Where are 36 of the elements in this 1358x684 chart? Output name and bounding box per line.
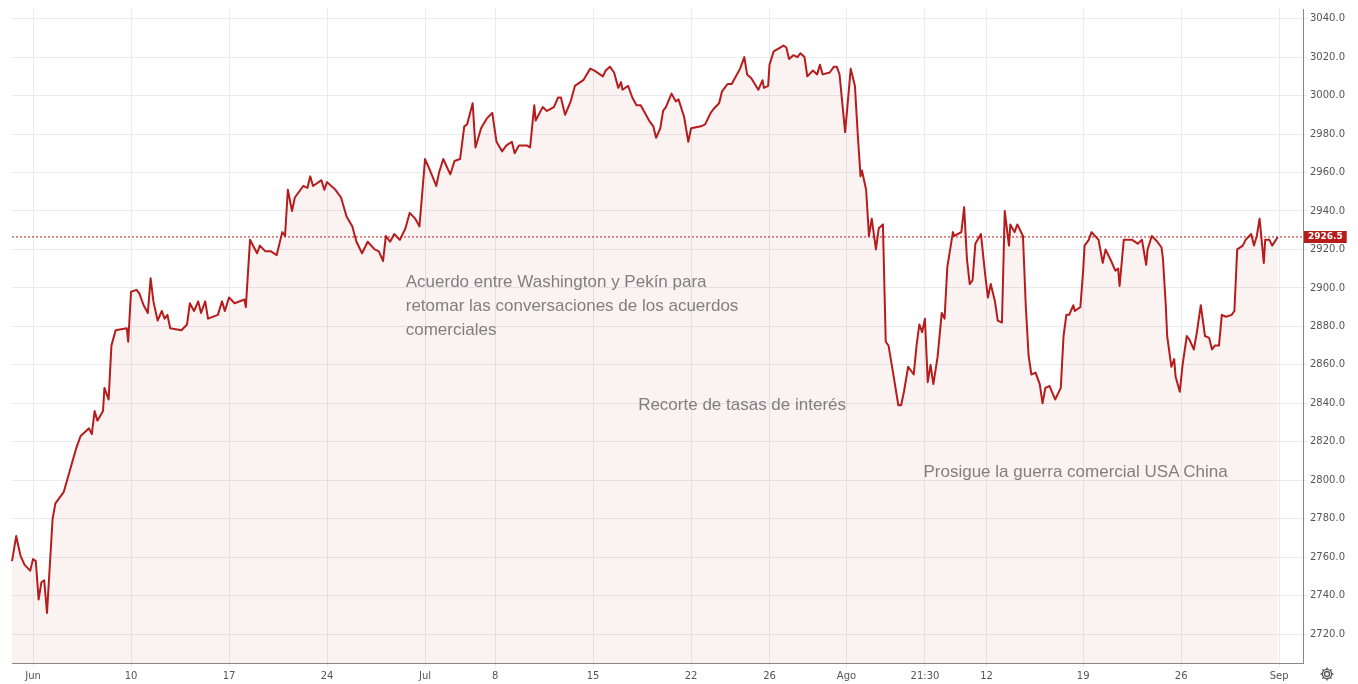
y-tick-label: 2920.0 (1310, 243, 1345, 255)
y-tick-label: 2740.0 (1310, 589, 1345, 601)
y-tick-label: 3020.0 (1310, 50, 1345, 62)
x-tick-label: 26 (1174, 669, 1188, 681)
y-tick-label: 2720.0 (1310, 627, 1345, 639)
x-tick-label: 26 (763, 669, 776, 681)
x-tick-label: Jul (418, 669, 432, 681)
annotation: Recorte de tasas de interés (638, 395, 847, 415)
x-tick-label: Jun (24, 669, 41, 681)
y-tick-label: 3040.0 (1310, 12, 1345, 24)
y-tick-label: 2820.0 (1310, 435, 1345, 447)
y-tick-label: 3000.0 (1310, 89, 1345, 101)
x-tick-label: Sep (1269, 669, 1289, 681)
x-tick-label: Ago (836, 669, 857, 681)
annotation: Prosigue la guerra comercial USA China (923, 462, 1229, 482)
y-tick-label: 2880.0 (1310, 319, 1345, 331)
x-tick-label: 15 (586, 669, 600, 681)
y-tick-label: 2900.0 (1310, 281, 1345, 293)
x-tick-label: 17 (222, 669, 236, 681)
y-tick-label: 2980.0 (1310, 127, 1345, 139)
x-tick-label: 8 (491, 669, 499, 681)
x-tick-label: 22 (684, 669, 698, 681)
y-tick-label: 2760.0 (1310, 550, 1345, 562)
x-tick-label: 24 (320, 669, 334, 681)
y-tick-label: 2860.0 (1310, 358, 1345, 370)
x-tick-label: 21:30 (910, 669, 940, 681)
x-tick-label: 10 (124, 669, 138, 681)
y-tick-label: 2840.0 (1310, 396, 1345, 408)
y-tick-label: 2960.0 (1310, 166, 1345, 178)
annotation: Acuerdo entre Washington y Pekín para retomar las conversaciones de los acuerdos comerciales (405, 272, 739, 340)
ref-line-label: 2926.5 (1308, 231, 1343, 242)
y-tick-label: 2780.0 (1310, 512, 1345, 524)
y-tick-label: 2940.0 (1310, 204, 1345, 216)
x-tick-label: 19 (1076, 669, 1090, 681)
y-tick-label: 2800.0 (1310, 473, 1345, 485)
x-tick-label: 12 (980, 669, 993, 681)
